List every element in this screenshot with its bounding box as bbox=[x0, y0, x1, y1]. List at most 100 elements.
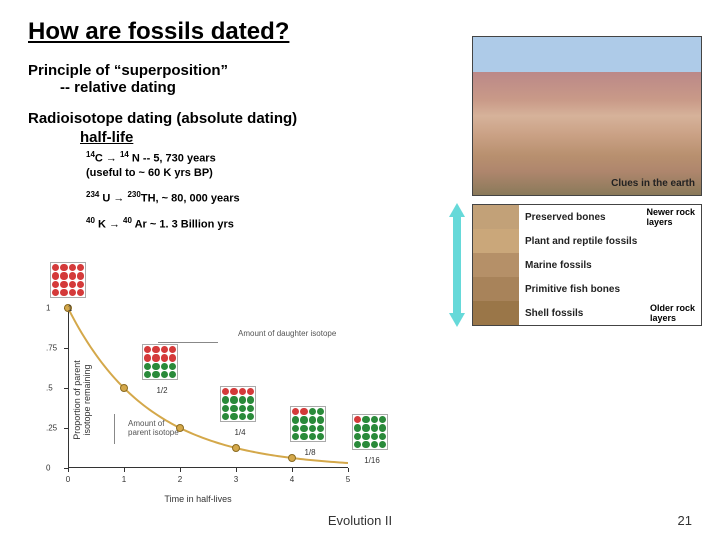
daughter-atom bbox=[317, 416, 324, 423]
daughter-atom bbox=[161, 363, 168, 370]
parent-atom bbox=[144, 346, 151, 353]
strata-color-swatch bbox=[473, 253, 519, 277]
daughter-atom bbox=[239, 413, 246, 420]
strata-color-swatch bbox=[473, 301, 519, 325]
parent-atom bbox=[60, 272, 67, 279]
daughter-atom bbox=[309, 408, 316, 415]
decay-point bbox=[288, 454, 296, 462]
daughter-atom bbox=[292, 416, 299, 423]
strata-color-swatch bbox=[473, 229, 519, 253]
ytick-label: .75 bbox=[46, 344, 57, 353]
iso-k-sup2: 40 bbox=[123, 216, 132, 225]
daughter-atom bbox=[317, 408, 324, 415]
iso-k-txt1: K → bbox=[95, 219, 123, 231]
daughter-atom bbox=[371, 433, 378, 440]
parent-atom bbox=[69, 264, 76, 271]
daughter-atom bbox=[362, 441, 369, 448]
parent-atom bbox=[69, 289, 76, 296]
strata-label: Plant and reptile fossils bbox=[519, 236, 637, 247]
daughter-atom bbox=[247, 396, 254, 403]
parent-atom bbox=[60, 264, 67, 271]
daughter-atom bbox=[379, 433, 386, 440]
isotope-grid bbox=[50, 262, 86, 298]
footer-center: Evolution II bbox=[328, 513, 392, 528]
parent-atom bbox=[152, 346, 159, 353]
parent-atom bbox=[69, 281, 76, 288]
strata-label: Shell fossils bbox=[519, 308, 583, 319]
ann-daughter-line bbox=[158, 342, 218, 343]
isotope-grid bbox=[142, 344, 178, 380]
daughter-atom bbox=[152, 363, 159, 370]
parent-atom bbox=[77, 289, 84, 296]
arrow-down-icon bbox=[449, 313, 465, 327]
fraction-label: 1/4 bbox=[230, 428, 250, 437]
ann-daughter: Amount of daughter isotope bbox=[238, 330, 358, 339]
canyon-caption: Clues in the earth bbox=[611, 178, 695, 189]
daughter-atom bbox=[292, 425, 299, 432]
daughter-atom bbox=[230, 413, 237, 420]
chart-xlabel: Time in half-lives bbox=[164, 494, 231, 504]
daughter-atom bbox=[239, 396, 246, 403]
daughter-atom bbox=[247, 413, 254, 420]
strata-label: Preserved bones bbox=[519, 212, 606, 223]
daughter-atom bbox=[144, 371, 151, 378]
decay-point bbox=[176, 424, 184, 432]
isotope-grid bbox=[220, 386, 256, 422]
decay-point bbox=[232, 444, 240, 452]
parent-atom bbox=[161, 354, 168, 361]
ytick-label: .25 bbox=[46, 424, 57, 433]
daughter-atom bbox=[292, 433, 299, 440]
xtick bbox=[124, 468, 125, 472]
daughter-atom bbox=[362, 433, 369, 440]
ann-parent-line bbox=[114, 414, 115, 444]
iso-c14-sup1: 14 bbox=[86, 150, 95, 159]
strata-label: Primitive fish bones bbox=[519, 284, 620, 295]
daughter-atom bbox=[152, 371, 159, 378]
daughter-atom bbox=[300, 416, 307, 423]
iso-k-sup1: 40 bbox=[86, 216, 95, 225]
strata-color-swatch bbox=[473, 277, 519, 301]
daughter-atom bbox=[247, 405, 254, 412]
parent-atom bbox=[152, 354, 159, 361]
footer-page-number: 21 bbox=[678, 513, 692, 528]
strata-row: Plant and reptile fossils bbox=[473, 229, 701, 253]
daughter-atom bbox=[371, 441, 378, 448]
fraction-label: 1/8 bbox=[300, 448, 320, 457]
parent-atom bbox=[52, 272, 59, 279]
parent-atom bbox=[230, 388, 237, 395]
ytick bbox=[64, 388, 68, 389]
fraction-label: 1/2 bbox=[152, 386, 172, 395]
daughter-atom bbox=[239, 405, 246, 412]
daughter-atom bbox=[371, 416, 378, 423]
parent-atom bbox=[292, 408, 299, 415]
daughter-atom bbox=[379, 424, 386, 431]
ytick-label: 0 bbox=[46, 464, 50, 473]
daughter-atom bbox=[309, 416, 316, 423]
daughter-atom bbox=[354, 433, 361, 440]
parent-atom bbox=[60, 289, 67, 296]
parent-atom bbox=[77, 264, 84, 271]
canyon-image: Clues in the earth bbox=[472, 36, 702, 196]
xtick-label: 1 bbox=[122, 475, 126, 484]
fraction-label: 1 bbox=[60, 304, 80, 313]
strata-newer-label: Newer rock layers bbox=[644, 207, 697, 227]
daughter-atom bbox=[379, 416, 386, 423]
daughter-atom bbox=[169, 371, 176, 378]
xtick bbox=[68, 468, 69, 472]
xtick bbox=[180, 468, 181, 472]
parent-atom bbox=[169, 354, 176, 361]
xtick-label: 0 bbox=[66, 475, 70, 484]
parent-atom bbox=[60, 281, 67, 288]
fraction-label: 1/16 bbox=[362, 456, 382, 465]
parent-atom bbox=[77, 272, 84, 279]
parent-atom bbox=[222, 388, 229, 395]
xtick-label: 2 bbox=[178, 475, 182, 484]
daughter-atom bbox=[230, 405, 237, 412]
daughter-atom bbox=[379, 441, 386, 448]
xtick-label: 5 bbox=[346, 475, 350, 484]
iso-c14-txt1: C → bbox=[95, 153, 120, 165]
strata-diagram: Newer rock layers Older rock layers Pres… bbox=[472, 204, 702, 326]
strata-label: Marine fossils bbox=[519, 260, 592, 271]
iso-u-txt1: U → bbox=[99, 193, 127, 205]
parent-atom bbox=[161, 346, 168, 353]
